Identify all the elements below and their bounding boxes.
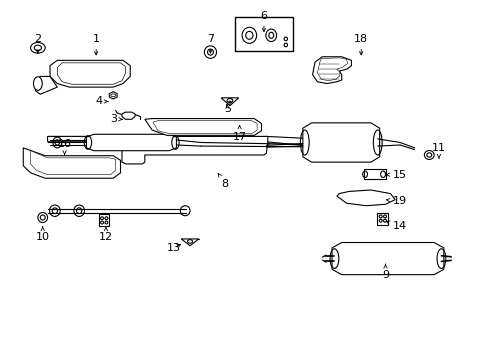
Text: 18: 18 bbox=[353, 34, 367, 55]
Text: 9: 9 bbox=[381, 264, 388, 280]
Text: 6: 6 bbox=[260, 11, 267, 32]
Polygon shape bbox=[221, 98, 238, 106]
Polygon shape bbox=[30, 151, 116, 175]
Polygon shape bbox=[331, 243, 443, 275]
Polygon shape bbox=[23, 148, 120, 178]
Text: 7: 7 bbox=[206, 34, 214, 53]
Text: 17: 17 bbox=[232, 126, 246, 142]
Text: 19: 19 bbox=[386, 197, 407, 206]
Text: 5: 5 bbox=[224, 104, 230, 113]
Text: 8: 8 bbox=[218, 174, 228, 189]
Polygon shape bbox=[336, 190, 394, 206]
Polygon shape bbox=[317, 58, 347, 81]
Polygon shape bbox=[35, 76, 57, 94]
Polygon shape bbox=[181, 239, 199, 246]
Polygon shape bbox=[122, 112, 135, 119]
Polygon shape bbox=[109, 92, 117, 99]
Bar bbox=[376, 212, 387, 225]
Polygon shape bbox=[47, 136, 267, 164]
Polygon shape bbox=[50, 60, 130, 87]
Polygon shape bbox=[312, 57, 351, 84]
Text: 2: 2 bbox=[34, 34, 41, 53]
Polygon shape bbox=[153, 121, 257, 134]
Bar bbox=[99, 214, 109, 226]
Bar bbox=[234, 18, 292, 51]
Text: 11: 11 bbox=[431, 143, 445, 158]
Text: 16: 16 bbox=[58, 139, 71, 155]
Text: 10: 10 bbox=[36, 226, 50, 242]
Bar bbox=[363, 169, 385, 179]
Text: 4: 4 bbox=[95, 96, 108, 107]
Text: 12: 12 bbox=[99, 226, 113, 242]
Ellipse shape bbox=[33, 77, 42, 90]
Polygon shape bbox=[144, 118, 261, 135]
Polygon shape bbox=[302, 123, 379, 162]
Text: 1: 1 bbox=[93, 34, 100, 55]
Text: 3: 3 bbox=[109, 114, 122, 124]
Text: 14: 14 bbox=[386, 221, 407, 231]
Text: 13: 13 bbox=[167, 243, 181, 253]
Polygon shape bbox=[86, 134, 176, 151]
Text: 15: 15 bbox=[386, 170, 406, 180]
Polygon shape bbox=[57, 63, 125, 84]
